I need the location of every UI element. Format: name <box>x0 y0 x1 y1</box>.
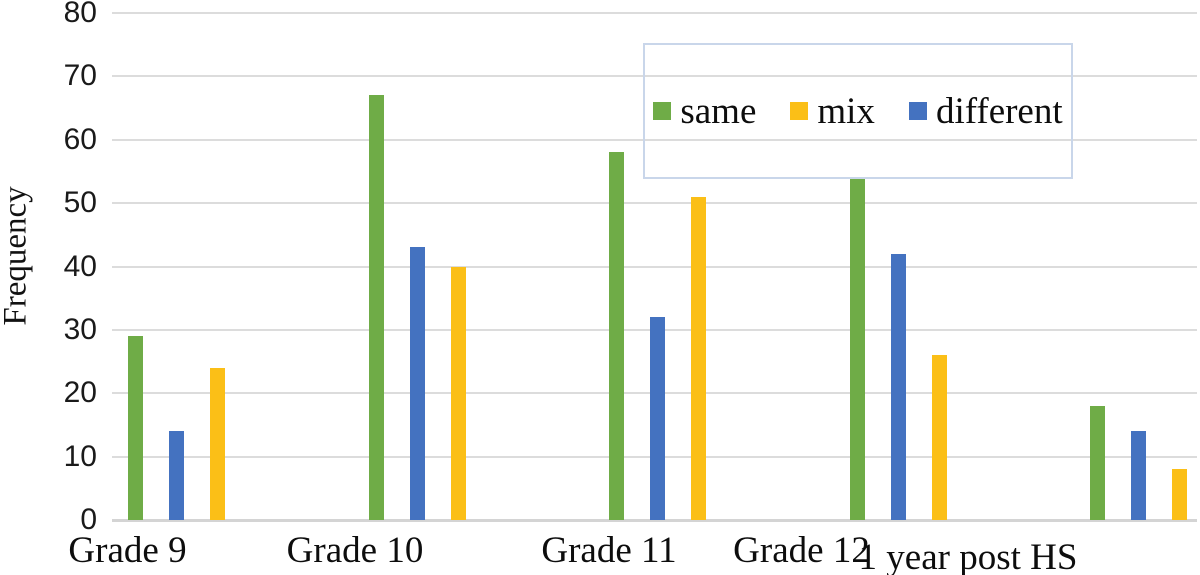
bar-mix <box>210 367 225 520</box>
x-category-label: Grade 9 <box>68 530 187 571</box>
gridline <box>112 265 1197 268</box>
legend-label: same <box>680 90 757 132</box>
x-axis-line <box>112 519 1197 522</box>
legend-label: different <box>935 90 1063 132</box>
x-category-label: Grade 10 <box>286 530 424 571</box>
y-tick-label: 20 <box>63 376 97 410</box>
y-tick-label: 0 <box>80 503 97 536</box>
x-category-label: Grade 12 <box>733 530 870 571</box>
y-tick-label: 60 <box>63 122 97 156</box>
bar-different <box>169 431 184 520</box>
bar-different <box>409 247 425 520</box>
legend-item-mix: mix <box>790 93 875 130</box>
legend-swatch-same <box>653 102 672 120</box>
bar-different <box>1131 431 1146 520</box>
legend-label: mix <box>817 90 875 132</box>
bar-mix <box>931 355 947 520</box>
bar-different <box>890 253 906 520</box>
legend-swatch-mix <box>790 102 809 120</box>
x-category-label: 1 year post HS <box>858 537 1078 575</box>
x-category-label: Grade 11 <box>541 530 677 571</box>
gridline <box>112 75 1197 78</box>
bar-same <box>609 152 624 520</box>
bar-same <box>368 95 384 520</box>
legend-swatch-different <box>908 102 927 120</box>
bar-same <box>1090 405 1105 520</box>
legend-item-same: same <box>653 93 756 130</box>
legend: same mix different <box>643 43 1073 179</box>
legend-item-different: different <box>908 90 1063 132</box>
bar-mix <box>1172 469 1187 520</box>
bar-same <box>128 336 143 520</box>
bar-mix <box>691 196 706 520</box>
gridline <box>112 202 1197 205</box>
bar-same <box>849 177 865 520</box>
y-tick-label: 40 <box>63 249 97 283</box>
y-tick-label: 50 <box>63 186 97 220</box>
bar-different <box>650 317 665 520</box>
y-tick-label: 70 <box>63 59 97 93</box>
y-tick-label: 30 <box>63 312 97 346</box>
bar-mix <box>450 266 466 520</box>
y-tick-label: 10 <box>63 439 97 473</box>
y-tick-label: 80 <box>63 0 97 29</box>
gridline <box>112 12 1197 14</box>
gridline <box>112 138 1197 141</box>
